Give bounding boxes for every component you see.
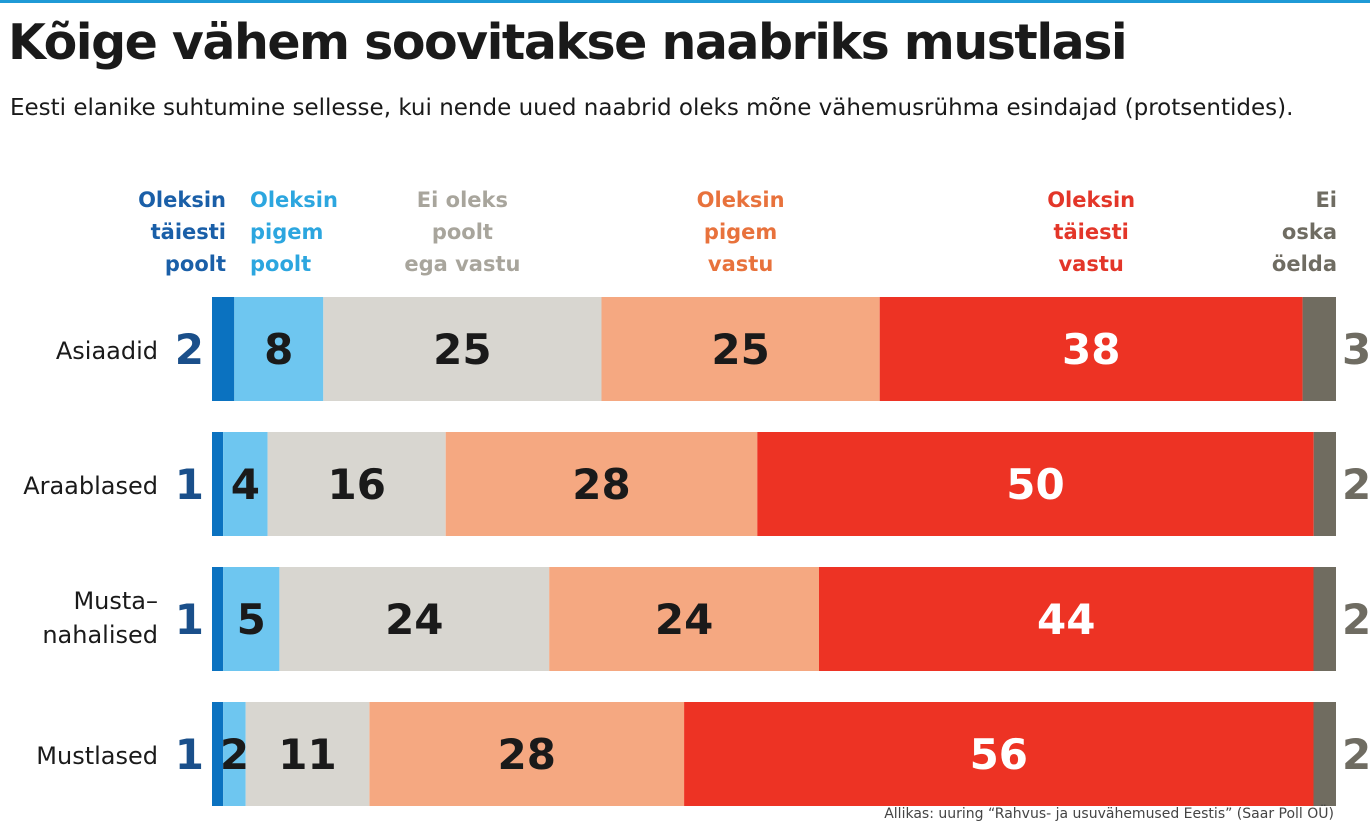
legend-item: Ei oleks poolt ega vastu: [404, 188, 521, 276]
bar-segment: [757, 432, 1314, 536]
bar-segment: [1313, 567, 1336, 671]
page-title: Kõige vähem soovitakse naabriks mustlasi: [8, 14, 1128, 71]
bar-segment: [601, 297, 880, 401]
bar-segment: [323, 297, 602, 401]
value-label: 2: [1342, 595, 1370, 644]
category-label: Musta– nahalised: [42, 587, 158, 649]
value-label: 24: [655, 595, 713, 644]
value-label: 25: [711, 325, 769, 374]
value-label: 44: [1037, 595, 1095, 644]
legend-item: Oleksin pigem vastu: [696, 188, 785, 276]
value-label: 28: [572, 460, 630, 509]
bar-segment: [1313, 702, 1336, 806]
value-label: 38: [1062, 325, 1120, 374]
category-label: Asiaadid: [56, 337, 158, 365]
value-label: 2: [175, 325, 204, 374]
value-label: 1: [175, 595, 204, 644]
bar-segment: [549, 567, 819, 671]
accent-top-line: [0, 0, 1370, 3]
bar-segment: [245, 702, 370, 806]
bar-segment: [879, 297, 1303, 401]
value-label: 2: [1342, 460, 1370, 509]
bar-segment: [212, 567, 224, 671]
bar-segment: [212, 297, 235, 401]
value-label: 2: [1342, 730, 1370, 779]
category-label: Araablased: [23, 472, 158, 500]
value-label: 24: [385, 595, 443, 644]
bar-segment: [684, 702, 1314, 806]
page-subtitle: Eesti elanike suhtumine sellesse, kui ne…: [10, 95, 1294, 121]
bar-segment: [445, 432, 758, 536]
value-label: 5: [237, 595, 266, 644]
value-label: 1: [175, 730, 204, 779]
value-label: 1: [175, 460, 204, 509]
bar-segment: [369, 702, 685, 806]
value-label: 8: [264, 325, 293, 374]
value-label: 11: [278, 730, 336, 779]
value-label: 3: [1342, 325, 1370, 374]
value-label: 28: [497, 730, 555, 779]
value-label: 50: [1006, 460, 1064, 509]
bar-segment: [223, 567, 280, 671]
bar-segment: [267, 432, 446, 536]
bar-segment: [279, 567, 550, 671]
category-label: Mustlased: [36, 742, 158, 770]
value-label: 25: [433, 325, 491, 374]
bar-segment: [234, 297, 324, 401]
legend-item: Oleksin pigem poolt: [250, 188, 338, 276]
source-note: Allikas: uuring “Rahvus- ja usuvähemused…: [884, 806, 1334, 822]
bar-segment: [212, 702, 224, 806]
value-label: 56: [970, 730, 1028, 779]
legend-item: Ei oska öelda: [1271, 188, 1337, 276]
bar-segment: [1302, 297, 1336, 401]
bar-segment: [1313, 432, 1336, 536]
legend-item: Oleksin täiesti vastu: [1047, 188, 1136, 276]
bar-segment: [819, 567, 1314, 671]
bar-segment: [223, 432, 268, 536]
bar-segment: [223, 702, 246, 806]
value-label: 16: [327, 460, 385, 509]
legend-item: Oleksin täiesti poolt: [138, 188, 226, 276]
value-label: 4: [231, 460, 260, 509]
value-label: 2: [220, 730, 249, 779]
bar-segment: [212, 432, 224, 536]
